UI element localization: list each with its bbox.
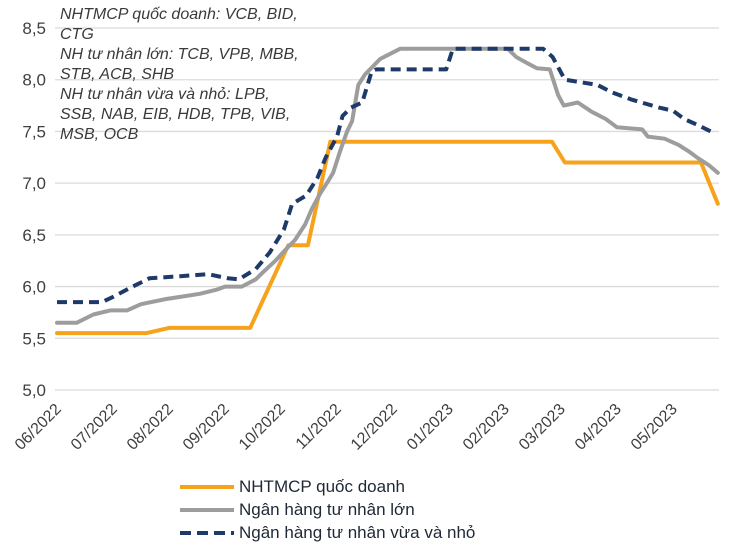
annotation-line: STB, ACB, SHB (60, 66, 175, 83)
annotation-line: NH tư nhân vừa và nhỏ: LPB, (60, 86, 270, 103)
legend-swatch-gray-solid (180, 507, 234, 512)
x-tick-label: 12/2022 (348, 401, 401, 454)
x-tick-label: 11/2022 (293, 401, 345, 453)
y-tick-label: 8,0 (22, 71, 46, 90)
x-tick-label: 04/2023 (572, 401, 625, 454)
y-tick-label: 5,5 (22, 329, 46, 348)
x-tick-label: 08/2022 (124, 401, 177, 454)
chart-legend: NHTMCP quốc doanh Ngân hàng tư nhân lớn … (180, 477, 475, 542)
y-tick-label: 7,0 (22, 174, 46, 193)
y-tick-label: 6,5 (22, 226, 46, 245)
x-tick-label: 03/2023 (516, 401, 569, 454)
x-tick-label: 10/2022 (236, 401, 289, 454)
x-tick-label: 01/2023 (404, 401, 457, 454)
legend-item-state-owned-banks: NHTMCP quốc doanh (180, 477, 475, 496)
legend-item-small-medium-private-banks: Ngân hàng tư nhân vừa và nhỏ (180, 523, 475, 542)
legend-label: Ngân hàng tư nhân lớn (239, 499, 415, 519)
x-tick-label: 02/2023 (460, 401, 513, 454)
x-tick-label: 05/2023 (628, 401, 681, 454)
series-line-0 (55, 139, 720, 336)
chart-annotation: NHTMCP quốc doanh: VCB, BID, CTG NH tư n… (60, 5, 299, 145)
series-line-2 (57, 46, 716, 305)
deposit-rate-line-chart: 5,0 5,5 6,0 6,5 7,0 7,5 8,0 8,5 06/2022 07/2022 08… (12, 19, 720, 454)
legend-label: Ngân hàng tư nhân vừa và nhỏ (239, 522, 476, 542)
y-tick-label: 8,5 (22, 19, 46, 38)
annotation-line: NH tư nhân lớn: TCB, VPB, MBB, (60, 46, 299, 63)
y-tick-label: 7,5 (22, 122, 46, 141)
x-tick-label: 09/2022 (180, 401, 233, 454)
annotation-line: SSB, NAB, EIB, HDB, TPB, VIB, (60, 106, 291, 123)
x-tick-label: 07/2022 (68, 401, 121, 454)
legend-swatch-navy-dashed (180, 530, 234, 535)
y-tick-label: 5,0 (22, 381, 46, 400)
annotation-line: NHTMCP quốc doanh: VCB, BID, (60, 6, 298, 23)
legend-swatch-orange-solid (180, 484, 234, 489)
legend-label: NHTMCP quốc doanh (239, 476, 405, 496)
series-line-1 (55, 46, 720, 325)
legend-item-large-private-banks: Ngân hàng tư nhân lớn (180, 500, 475, 519)
annotation-line: CTG (60, 26, 94, 43)
annotation-line: MSB, OCB (60, 126, 139, 143)
x-tick-label: 06/2022 (12, 401, 65, 454)
y-tick-label: 6,0 (22, 278, 46, 297)
